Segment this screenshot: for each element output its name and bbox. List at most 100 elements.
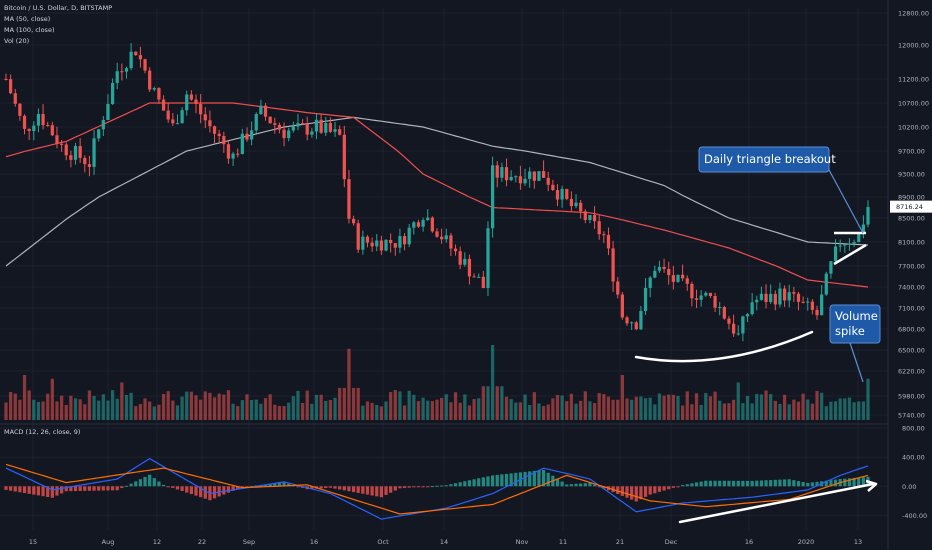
time-tick-label-4: Sep bbox=[243, 538, 255, 546]
macd-hist-bar-94 bbox=[440, 485, 444, 487]
macd-hist-bar-41 bbox=[194, 486, 198, 496]
macd-hist-bar-85 bbox=[398, 486, 402, 489]
candle-body-185 bbox=[861, 224, 865, 234]
candle-body-50 bbox=[236, 153, 240, 155]
candle-body-33 bbox=[157, 88, 161, 100]
candle-body-103 bbox=[481, 276, 485, 289]
candle-body-144 bbox=[671, 275, 675, 282]
volume-bar-130 bbox=[606, 396, 611, 420]
volume-bar-78 bbox=[365, 401, 370, 420]
macd-hist-bar-121 bbox=[565, 484, 569, 487]
macd-hist-bar-81 bbox=[379, 486, 384, 498]
macd-hist-bar-79 bbox=[370, 486, 374, 496]
macd-hist-bar-50 bbox=[236, 486, 240, 489]
volume-bar-111 bbox=[518, 402, 523, 420]
volume-bar-70 bbox=[328, 400, 333, 420]
candle-body-105 bbox=[490, 165, 495, 229]
candle-body-102 bbox=[477, 276, 481, 278]
candle-body-155 bbox=[722, 307, 726, 319]
candle-body-60 bbox=[282, 129, 286, 139]
candle-body-151 bbox=[704, 292, 708, 296]
macd-hist-bar-84 bbox=[393, 486, 397, 491]
macd-hist-bar-164 bbox=[764, 480, 768, 487]
volume-bar-135 bbox=[630, 399, 634, 420]
volume-bar-23 bbox=[110, 390, 115, 420]
volume-bar-80 bbox=[375, 404, 379, 420]
candle-body-61 bbox=[287, 130, 291, 139]
macd-hist-bar-92 bbox=[430, 486, 434, 488]
candle-body-184 bbox=[857, 233, 861, 243]
time-tick-label-7: 14 bbox=[440, 538, 448, 546]
volume-bar-61 bbox=[287, 402, 291, 420]
price-tick-label-8: 8500.00 bbox=[898, 215, 925, 223]
candle-body-94 bbox=[440, 236, 444, 240]
candle-body-126 bbox=[588, 214, 592, 220]
candle-body-66 bbox=[310, 131, 314, 135]
volume-bar-106 bbox=[495, 386, 499, 420]
ma50-label: MA (50, close) bbox=[4, 15, 50, 23]
candle-body-145 bbox=[676, 274, 680, 282]
macd-hist-bar-49 bbox=[231, 486, 235, 491]
candle-body-6 bbox=[32, 125, 36, 131]
candle-body-149 bbox=[694, 298, 699, 300]
candle-body-92 bbox=[430, 217, 434, 232]
macd-hist-bar-146 bbox=[681, 485, 685, 487]
candle-body-44 bbox=[208, 120, 212, 127]
candle-body-159 bbox=[741, 316, 745, 334]
macd-hist-bar-166 bbox=[773, 479, 777, 487]
candle-body-25 bbox=[120, 71, 124, 73]
volume-bar-69 bbox=[324, 400, 328, 420]
candle-body-29 bbox=[138, 55, 143, 60]
volume-bar-95 bbox=[444, 394, 448, 420]
volume-bar-136 bbox=[634, 396, 638, 420]
candle-body-89 bbox=[416, 222, 421, 227]
price-tick-label-3: 10700.00 bbox=[898, 100, 929, 108]
candle-body-157 bbox=[731, 323, 736, 334]
candle-body-175 bbox=[815, 309, 819, 316]
candle-body-47 bbox=[222, 135, 226, 145]
candle-body-98 bbox=[458, 251, 462, 265]
macd-hist-bar-24 bbox=[115, 486, 119, 491]
macd-hist-bar-78 bbox=[365, 486, 370, 495]
candle-body-9 bbox=[46, 125, 50, 127]
volume-bar-166 bbox=[773, 400, 777, 420]
volume-bar-176 bbox=[820, 392, 824, 420]
candle-body-167 bbox=[778, 288, 782, 305]
macd-hist-bar-61 bbox=[287, 483, 291, 487]
candle-body-59 bbox=[277, 124, 282, 130]
macd-hist-bar-70 bbox=[328, 486, 333, 488]
volume-bar-40 bbox=[189, 391, 193, 420]
volume-bar-77 bbox=[361, 405, 365, 420]
time-tick-label-3: 22 bbox=[198, 538, 206, 546]
macd-hist-bar-101 bbox=[472, 479, 476, 487]
candle-body-123 bbox=[574, 202, 578, 207]
macd-hist-bar-15 bbox=[73, 486, 78, 492]
time-tick-label-0: 15 bbox=[29, 538, 37, 546]
candle-body-76 bbox=[356, 223, 360, 250]
candle-body-156 bbox=[727, 318, 731, 324]
candle-body-106 bbox=[495, 165, 499, 178]
volume-bar-13 bbox=[64, 405, 68, 420]
volume-bar-174 bbox=[810, 403, 815, 420]
macd-hist-bar-72 bbox=[338, 486, 342, 490]
time-tick-label-13: 2020 bbox=[798, 538, 815, 546]
macd-hist-bar-9 bbox=[46, 486, 50, 497]
macd-hist-bar-156 bbox=[727, 480, 731, 487]
volume-bar-66 bbox=[310, 403, 314, 420]
volume-bar-44 bbox=[208, 392, 212, 420]
candle-body-27 bbox=[129, 51, 133, 69]
candle-body-93 bbox=[435, 231, 439, 237]
volume-bar-42 bbox=[199, 399, 203, 420]
candle-body-35 bbox=[166, 110, 170, 120]
volume-bar-29 bbox=[138, 404, 143, 420]
price-tick-label-14: 6500.00 bbox=[898, 347, 925, 355]
macd-hist-bar-102 bbox=[477, 478, 481, 487]
candle-body-74 bbox=[347, 179, 351, 219]
candle-body-24 bbox=[115, 71, 119, 84]
volume-bar-160 bbox=[745, 395, 750, 420]
volume-bar-22 bbox=[106, 400, 110, 420]
macd-hist-bar-159 bbox=[741, 480, 745, 487]
volume-bar-186 bbox=[866, 378, 870, 420]
volume-bar-159 bbox=[741, 403, 745, 420]
axes: 12800.0012000.0011200.0010700.0010200.00… bbox=[29, 10, 932, 546]
